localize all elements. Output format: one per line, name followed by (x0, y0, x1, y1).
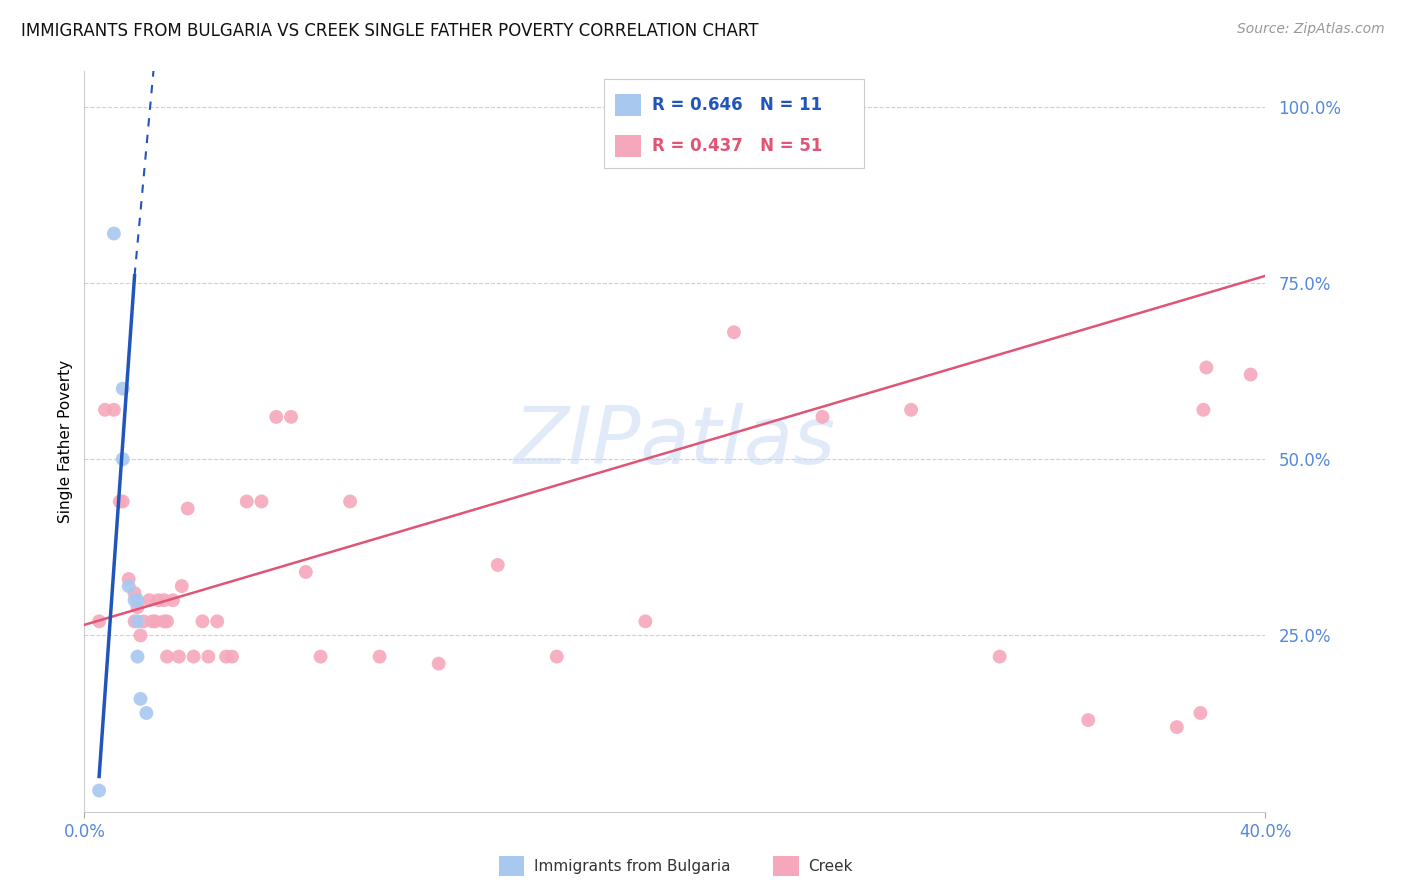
Point (162, 593, 184, 607)
Point (177, 501, 200, 516)
Point (264, 409, 288, 424)
Point (135, 706, 157, 720)
Point (486, 558, 509, 572)
Point (127, 649, 149, 664)
Point (634, 615, 657, 629)
Point (103, 402, 125, 417)
Point (1240, 368, 1263, 382)
Point (205, 615, 228, 629)
Point (129, 628, 152, 642)
Point (546, 649, 568, 664)
Point (111, 452, 134, 467)
Point (236, 494, 259, 508)
Point (129, 692, 152, 706)
Point (723, 325, 745, 339)
Point (124, 593, 146, 607)
Point (108, 494, 131, 508)
Point (191, 615, 214, 629)
Text: ZIPatlas: ZIPatlas (513, 402, 837, 481)
Text: Source: ZipAtlas.com: Source: ZipAtlas.com (1237, 22, 1385, 37)
Point (988, 649, 1011, 664)
Point (368, 649, 391, 664)
Point (811, 409, 834, 424)
Point (250, 494, 273, 508)
Point (215, 649, 238, 664)
Point (167, 649, 190, 664)
Point (127, 615, 149, 629)
Text: Creek: Creek (808, 859, 853, 873)
Point (153, 615, 176, 629)
Point (156, 649, 179, 664)
Point (309, 649, 332, 664)
Point (148, 593, 170, 607)
Point (153, 593, 176, 607)
Point (127, 593, 149, 607)
Point (89, 615, 111, 629)
Point (94, 402, 117, 417)
Point (1077, 713, 1099, 727)
Point (280, 409, 302, 424)
Text: Immigrants from Bulgaria: Immigrants from Bulgaria (534, 859, 731, 873)
Point (295, 565, 318, 579)
Point (111, 494, 134, 508)
Point (1192, 402, 1215, 417)
Point (138, 593, 160, 607)
Point (427, 657, 450, 671)
Point (111, 382, 134, 396)
Text: IMMIGRANTS FROM BULGARIA VS CREEK SINGLE FATHER POVERTY CORRELATION CHART: IMMIGRANTS FROM BULGARIA VS CREEK SINGLE… (21, 22, 759, 40)
Point (141, 615, 163, 629)
Point (1195, 360, 1218, 375)
Point (1166, 720, 1188, 734)
Point (124, 586, 146, 600)
Point (89, 783, 111, 797)
Point (900, 402, 922, 417)
Point (118, 572, 141, 586)
Text: R = 0.437   N = 51: R = 0.437 N = 51 (652, 136, 823, 155)
Point (103, 227, 125, 241)
Point (156, 615, 179, 629)
Point (197, 649, 219, 664)
Y-axis label: Single Father Poverty: Single Father Poverty (58, 360, 73, 523)
Point (183, 649, 205, 664)
Point (221, 649, 243, 664)
Point (170, 579, 193, 593)
Point (132, 615, 155, 629)
Point (1189, 706, 1212, 720)
Point (143, 615, 166, 629)
Point (118, 579, 141, 593)
Text: R = 0.646   N = 11: R = 0.646 N = 11 (652, 96, 823, 114)
Point (127, 600, 149, 615)
Point (339, 494, 361, 508)
Point (124, 615, 146, 629)
